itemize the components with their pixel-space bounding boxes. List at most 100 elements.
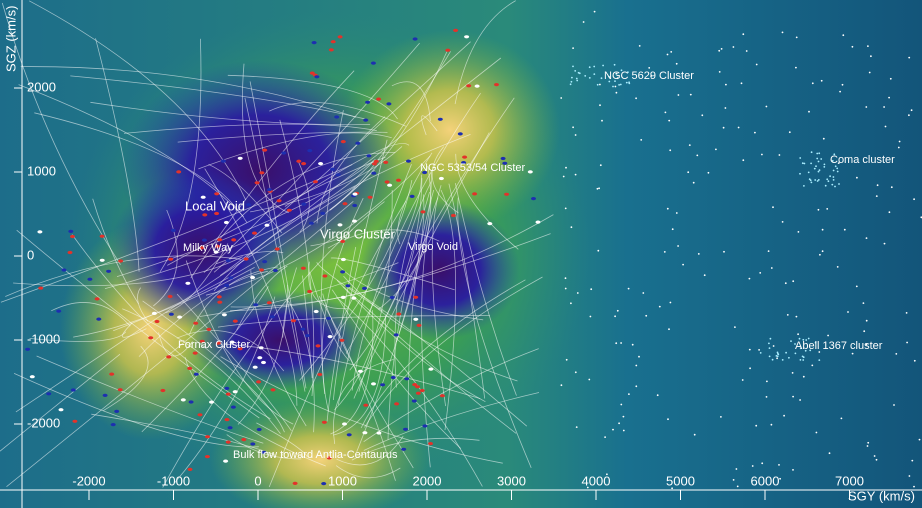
galaxy <box>840 417 843 420</box>
streamline <box>287 300 315 433</box>
galaxy <box>199 246 205 250</box>
galaxy <box>668 328 670 331</box>
galaxy <box>707 171 710 174</box>
galaxy <box>389 295 395 300</box>
streamline <box>0 353 121 452</box>
streamline <box>95 38 140 272</box>
galaxy <box>781 359 784 361</box>
streamline <box>316 116 386 224</box>
galaxy <box>575 77 578 80</box>
galaxy <box>106 269 112 273</box>
streamline <box>29 331 127 342</box>
galaxy <box>445 48 451 52</box>
galaxy <box>340 270 346 274</box>
galaxy <box>620 403 623 406</box>
galaxy <box>888 211 891 214</box>
streamline <box>334 190 393 411</box>
streamline <box>177 131 388 143</box>
galaxy <box>625 81 628 84</box>
galaxy <box>759 272 762 274</box>
annotation: Virgo Cluster <box>320 226 396 241</box>
galaxy <box>631 343 634 346</box>
galaxy <box>565 166 567 169</box>
galaxy <box>768 347 771 349</box>
annotation: Milky Way <box>183 242 233 254</box>
galaxy <box>781 31 784 34</box>
galaxy <box>588 77 591 79</box>
streamline <box>18 84 244 218</box>
x-tick-label: -2000 <box>72 473 105 488</box>
galaxy <box>822 137 825 140</box>
galaxy <box>622 429 625 432</box>
galaxy <box>422 424 428 428</box>
galaxy <box>768 342 770 345</box>
galaxy <box>682 263 684 266</box>
galaxy <box>261 450 267 454</box>
galaxy <box>213 250 219 254</box>
galaxy <box>327 335 333 339</box>
galaxy <box>831 183 834 186</box>
galaxy <box>588 378 591 381</box>
galaxy <box>221 313 227 317</box>
galaxy <box>403 427 408 431</box>
streamline <box>51 302 131 327</box>
streamline <box>34 112 248 223</box>
streamline <box>454 0 516 105</box>
galaxy <box>224 386 230 390</box>
galaxy <box>792 395 794 398</box>
galaxy <box>335 173 341 177</box>
galaxy <box>565 358 568 361</box>
galaxy <box>390 375 396 380</box>
galaxy <box>816 157 819 160</box>
galaxy <box>696 154 699 157</box>
galaxy <box>308 221 314 225</box>
galaxy <box>847 311 849 313</box>
galaxy <box>502 161 508 165</box>
galaxy <box>292 481 298 485</box>
galaxy <box>816 180 819 182</box>
galaxy <box>223 459 229 463</box>
galaxy <box>664 111 667 114</box>
galaxy <box>87 277 93 281</box>
galaxy <box>785 351 787 354</box>
galaxy <box>817 208 820 211</box>
galaxy <box>593 73 596 75</box>
galaxy <box>735 468 738 470</box>
galaxy <box>803 185 805 187</box>
galaxy <box>199 339 205 343</box>
galaxy <box>401 447 407 451</box>
galaxy <box>346 433 352 437</box>
annotation: Bulk flow toward Antlia-Centaurus <box>233 449 398 461</box>
galaxy <box>337 35 343 39</box>
galaxy <box>813 167 816 170</box>
galaxy <box>816 152 819 155</box>
streamline <box>1 2 121 265</box>
galaxy <box>409 194 415 198</box>
galaxy <box>70 388 76 392</box>
galaxy <box>911 459 914 462</box>
galaxy <box>797 231 800 233</box>
galaxy <box>615 91 618 94</box>
galaxy <box>761 462 764 465</box>
galaxy <box>687 171 690 174</box>
galaxy <box>314 75 320 79</box>
galaxy <box>808 110 810 113</box>
galaxy <box>807 171 810 174</box>
galaxy <box>412 383 418 387</box>
streamline <box>176 293 292 432</box>
x-tick-label: 1000 <box>328 473 357 488</box>
galaxy <box>841 83 844 86</box>
galaxy <box>370 61 376 65</box>
galaxy <box>562 175 565 178</box>
galaxy <box>817 179 820 181</box>
galaxy <box>367 195 373 199</box>
galaxy <box>574 134 577 136</box>
galaxy <box>231 238 237 242</box>
galaxy <box>342 422 347 426</box>
x-tick-label: 2000 <box>413 473 442 488</box>
galaxy <box>352 203 358 208</box>
galaxy <box>262 148 268 152</box>
galaxy <box>908 475 911 477</box>
galaxy <box>666 207 669 210</box>
galaxy <box>742 33 745 36</box>
